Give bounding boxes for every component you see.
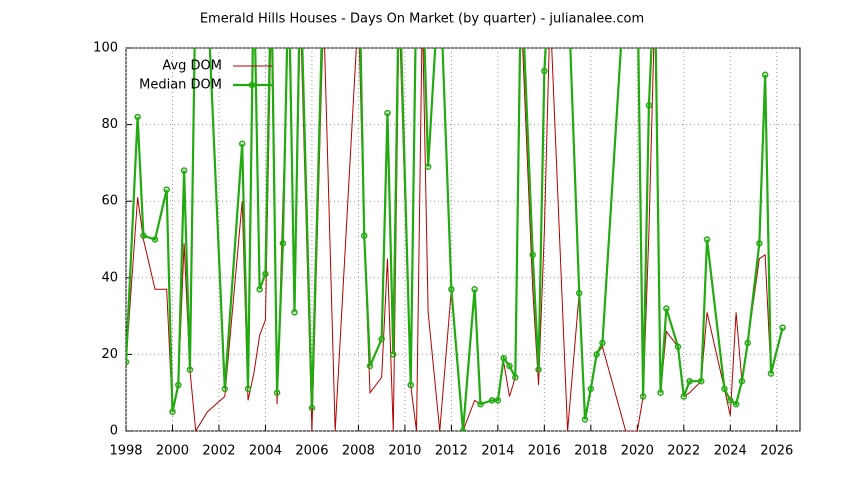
point <box>732 400 740 408</box>
point <box>761 71 769 79</box>
point <box>163 186 170 193</box>
point <box>390 351 397 358</box>
point <box>744 339 751 347</box>
point <box>703 236 711 243</box>
x-tick-label: 1998 <box>109 444 142 459</box>
point <box>134 113 141 121</box>
y-tick-label: 0 <box>110 424 118 439</box>
point <box>366 362 374 370</box>
plot-area <box>126 48 786 431</box>
point <box>535 366 542 373</box>
x-tick-label: 2020 <box>621 444 654 459</box>
point <box>308 404 316 412</box>
point <box>244 385 252 393</box>
point <box>500 354 507 362</box>
x-tick-label: 2002 <box>202 444 235 459</box>
point <box>126 358 130 366</box>
point <box>378 335 385 343</box>
point <box>674 343 682 350</box>
point <box>169 408 176 416</box>
point <box>686 377 693 385</box>
legend-label: Avg DOM <box>162 59 222 74</box>
point <box>262 270 269 278</box>
point <box>639 393 647 400</box>
point <box>256 286 263 293</box>
x-tick-label: 2006 <box>295 444 328 459</box>
point <box>738 377 746 385</box>
point <box>512 374 519 381</box>
series-line <box>126 48 784 431</box>
point <box>477 400 484 408</box>
x-tick-label: 2012 <box>435 444 468 459</box>
point <box>599 339 606 347</box>
point <box>657 389 664 396</box>
point <box>587 385 595 393</box>
point <box>697 377 705 385</box>
y-tick-label: 100 <box>93 41 118 56</box>
chart-title: Emerald Hills Houses - Days On Market (b… <box>200 12 644 27</box>
point <box>459 427 467 431</box>
x-tick-label: 2018 <box>574 444 607 459</box>
point <box>407 381 414 389</box>
point <box>140 232 147 239</box>
point <box>291 309 298 316</box>
point <box>767 370 775 377</box>
point <box>779 324 786 331</box>
y-tick-label: 40 <box>101 270 118 285</box>
point <box>721 385 728 393</box>
point <box>151 236 159 243</box>
x-tick-label: 2008 <box>342 444 375 459</box>
point <box>360 232 368 239</box>
y-tick-label: 80 <box>101 117 118 132</box>
point <box>756 240 763 247</box>
point <box>645 102 653 109</box>
point <box>494 397 502 404</box>
legend-point <box>248 81 256 89</box>
point <box>279 240 287 247</box>
x-tick-label: 2026 <box>760 444 793 459</box>
point <box>663 305 670 312</box>
point <box>593 351 600 358</box>
legend-label: Median DOM <box>139 78 222 93</box>
point <box>273 389 281 396</box>
y-tick-label: 20 <box>101 347 118 362</box>
x-tick-label: 2000 <box>156 444 189 459</box>
point <box>424 163 432 170</box>
x-tick-label: 2016 <box>528 444 561 459</box>
point <box>238 140 246 147</box>
point <box>529 251 536 259</box>
point <box>506 362 513 370</box>
point <box>541 67 548 75</box>
point <box>581 416 589 423</box>
point <box>471 286 478 293</box>
point <box>448 286 455 293</box>
point <box>488 397 496 404</box>
point <box>175 381 182 389</box>
x-tick-label: 2010 <box>388 444 421 459</box>
point <box>384 109 391 117</box>
x-tick-label: 2022 <box>667 444 700 459</box>
point <box>727 397 734 404</box>
point <box>180 167 188 174</box>
point <box>186 366 194 373</box>
point <box>221 385 229 393</box>
point <box>680 393 688 400</box>
x-tick-label: 2014 <box>481 444 514 459</box>
point <box>575 289 583 297</box>
x-tick-label: 2004 <box>249 444 282 459</box>
x-tick-label: 2024 <box>714 444 747 459</box>
y-tick-label: 60 <box>101 194 118 209</box>
